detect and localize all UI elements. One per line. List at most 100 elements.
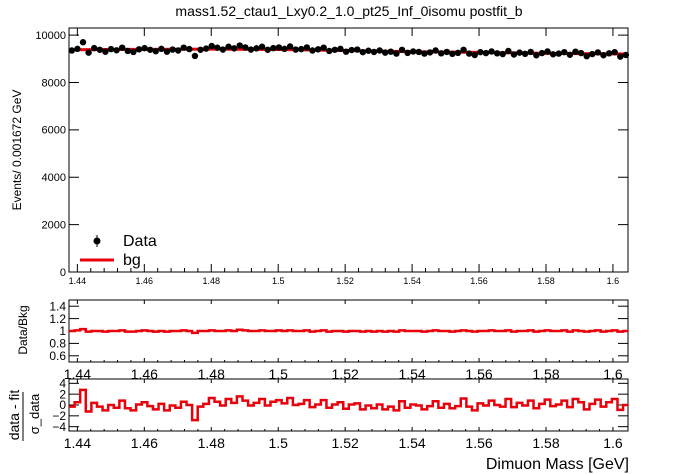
data-point xyxy=(572,48,579,55)
y-tick-label: 10000 xyxy=(35,30,66,42)
data-point xyxy=(617,53,624,60)
legend: Data bg xyxy=(80,233,157,269)
data-point xyxy=(186,45,193,53)
data-point xyxy=(415,48,423,56)
data-point xyxy=(566,51,574,58)
data-point xyxy=(527,48,534,56)
x-tick-label: 1.48 xyxy=(198,435,225,451)
x-tick-label: 1.5 xyxy=(268,366,288,382)
data-point xyxy=(247,46,255,53)
data-point xyxy=(382,49,389,56)
data-point xyxy=(113,47,120,54)
data-point xyxy=(118,44,126,51)
data-point xyxy=(258,43,266,50)
data-point xyxy=(376,47,383,54)
data-point xyxy=(158,45,165,53)
data-point xyxy=(370,48,378,56)
data-point xyxy=(443,48,450,56)
data-point xyxy=(471,51,478,59)
data-point xyxy=(225,43,232,50)
x-tick-label: 1.48 xyxy=(198,366,225,382)
data-point xyxy=(482,49,490,57)
y-tick-label: 2 xyxy=(59,387,66,401)
data-point xyxy=(393,50,400,57)
x-tick-label: 1.44 xyxy=(69,276,87,286)
data-point xyxy=(589,50,596,58)
data-point xyxy=(320,44,327,51)
y-tick-label: 0 xyxy=(59,398,66,412)
data-point xyxy=(141,44,148,52)
data-point xyxy=(130,48,137,56)
data-point xyxy=(600,52,607,59)
data-point xyxy=(135,46,143,53)
data-point xyxy=(331,46,339,53)
data-point xyxy=(510,51,518,58)
x-tick-label: 1.54 xyxy=(398,435,425,451)
data-point xyxy=(549,51,557,58)
y-tick-label: 1 xyxy=(59,324,66,338)
x-tick-label: 1.56 xyxy=(470,276,488,286)
x-tick-label: 1.56 xyxy=(465,366,492,382)
data-point xyxy=(505,47,512,55)
data-point xyxy=(410,48,417,55)
x-tick-label: 1.44 xyxy=(64,366,91,382)
data-point xyxy=(493,50,501,57)
y-tick-label: 0 xyxy=(60,267,66,279)
data-point xyxy=(281,45,288,53)
data-point xyxy=(426,49,434,56)
x-tick-label: 1.46 xyxy=(131,366,158,382)
data-point xyxy=(85,49,92,56)
data-point xyxy=(191,52,199,60)
ratio-ylabel: Data/Bkg xyxy=(16,305,30,354)
main-axis-ticks: 1.44 1.46 1.48 1.5 1.52 1.54 1.56 1.58 1.6 0 2000 4… xyxy=(35,28,628,286)
data-point xyxy=(488,48,495,55)
data-point xyxy=(516,49,523,56)
data-point xyxy=(253,45,260,52)
data-point xyxy=(365,47,372,54)
data-point xyxy=(421,50,428,57)
data-point xyxy=(594,49,602,56)
data-point xyxy=(303,44,311,51)
data-point xyxy=(264,46,271,53)
data-point xyxy=(309,47,316,54)
data-point xyxy=(124,47,131,55)
data-point xyxy=(561,48,568,56)
data-point xyxy=(544,48,551,55)
data-point xyxy=(292,46,299,53)
legend-data-marker xyxy=(93,237,101,245)
data-point xyxy=(454,49,462,57)
data-point xyxy=(90,44,98,52)
data-point xyxy=(202,45,210,52)
data-point xyxy=(298,45,305,53)
data-point xyxy=(449,50,456,58)
data-point xyxy=(275,44,283,51)
pull-step-line xyxy=(69,388,628,422)
data-point xyxy=(605,50,613,57)
pull-ylabel-numerator: data - fit xyxy=(6,390,22,441)
x-tick-label: 1.46 xyxy=(131,435,158,451)
x-tick-label: 1.54 xyxy=(398,366,425,382)
y-tick-label: 4000 xyxy=(42,172,66,184)
x-tick-label: 1.48 xyxy=(202,276,220,286)
x-tick-label: 1.56 xyxy=(465,435,492,451)
data-point xyxy=(242,44,249,51)
x-tick-label: 1.58 xyxy=(532,435,559,451)
data-point xyxy=(387,48,395,55)
data-point xyxy=(465,50,473,57)
x-tick-label: 1.6 xyxy=(607,276,620,286)
pull-axis-ticks: 1.44 1.46 1.48 1.5 1.52 1.54 1.56 1.58 1.6 −4−202… xyxy=(52,377,628,451)
data-point xyxy=(152,48,159,55)
data-point xyxy=(219,46,227,53)
legend-bg-label: bg xyxy=(123,252,141,269)
data-point xyxy=(533,52,540,59)
ratio-series xyxy=(69,327,628,335)
x-tick-label: 1.6 xyxy=(603,366,623,382)
y-tick-label: 0.6 xyxy=(49,349,66,363)
data-point xyxy=(197,46,204,53)
y-tick-label: −2 xyxy=(52,409,66,423)
data-point xyxy=(404,49,411,57)
x-tick-label: 1.52 xyxy=(332,435,359,451)
data-point xyxy=(102,48,109,55)
data-point xyxy=(96,46,103,53)
data-point xyxy=(538,49,546,57)
